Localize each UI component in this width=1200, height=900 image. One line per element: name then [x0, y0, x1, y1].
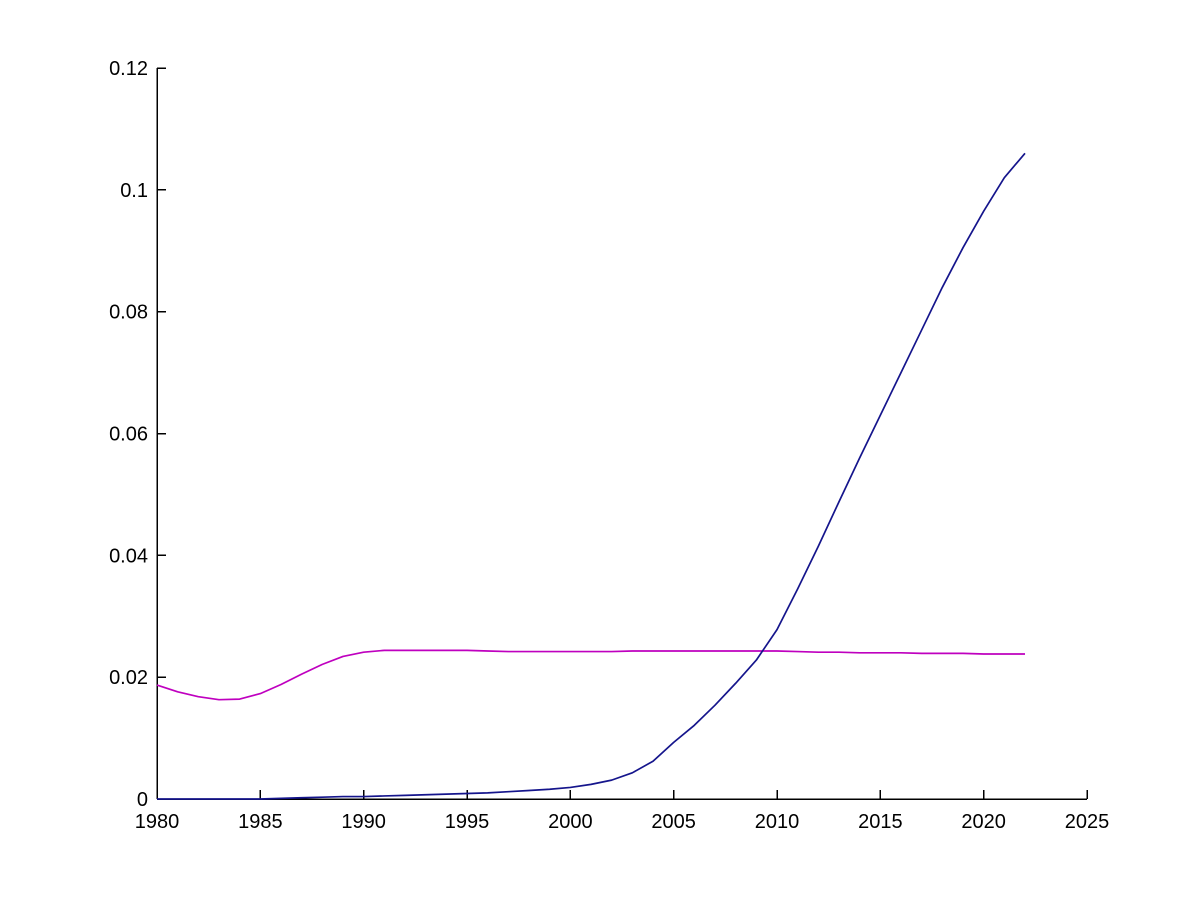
y-tick-label: 0.06: [109, 424, 148, 446]
x-tick-label: 1980: [135, 811, 180, 833]
y-tick-label: 0.1: [120, 180, 148, 202]
navy-line: [157, 152, 1026, 800]
x-tick-label: 2005: [651, 811, 696, 833]
y-tick-label: 0.08: [109, 302, 148, 324]
magenta-line: [156, 649, 1025, 701]
x-tick-label: 2000: [548, 811, 593, 833]
x-tick-label: 1995: [445, 811, 490, 833]
x-tick-label: 2025: [1065, 811, 1110, 833]
x-tick-label: 2015: [858, 811, 903, 833]
x-tick-label: 1990: [341, 811, 386, 833]
y-tick-label: 0: [137, 789, 148, 811]
y-tick-label: 0.12: [109, 58, 148, 80]
y-tick-label: 0.04: [109, 545, 148, 567]
x-tick-label: 2020: [961, 811, 1006, 833]
x-tick-label: 2010: [755, 811, 800, 833]
x-tick-label: 1985: [238, 811, 283, 833]
y-tick-label: 0.02: [109, 667, 148, 689]
